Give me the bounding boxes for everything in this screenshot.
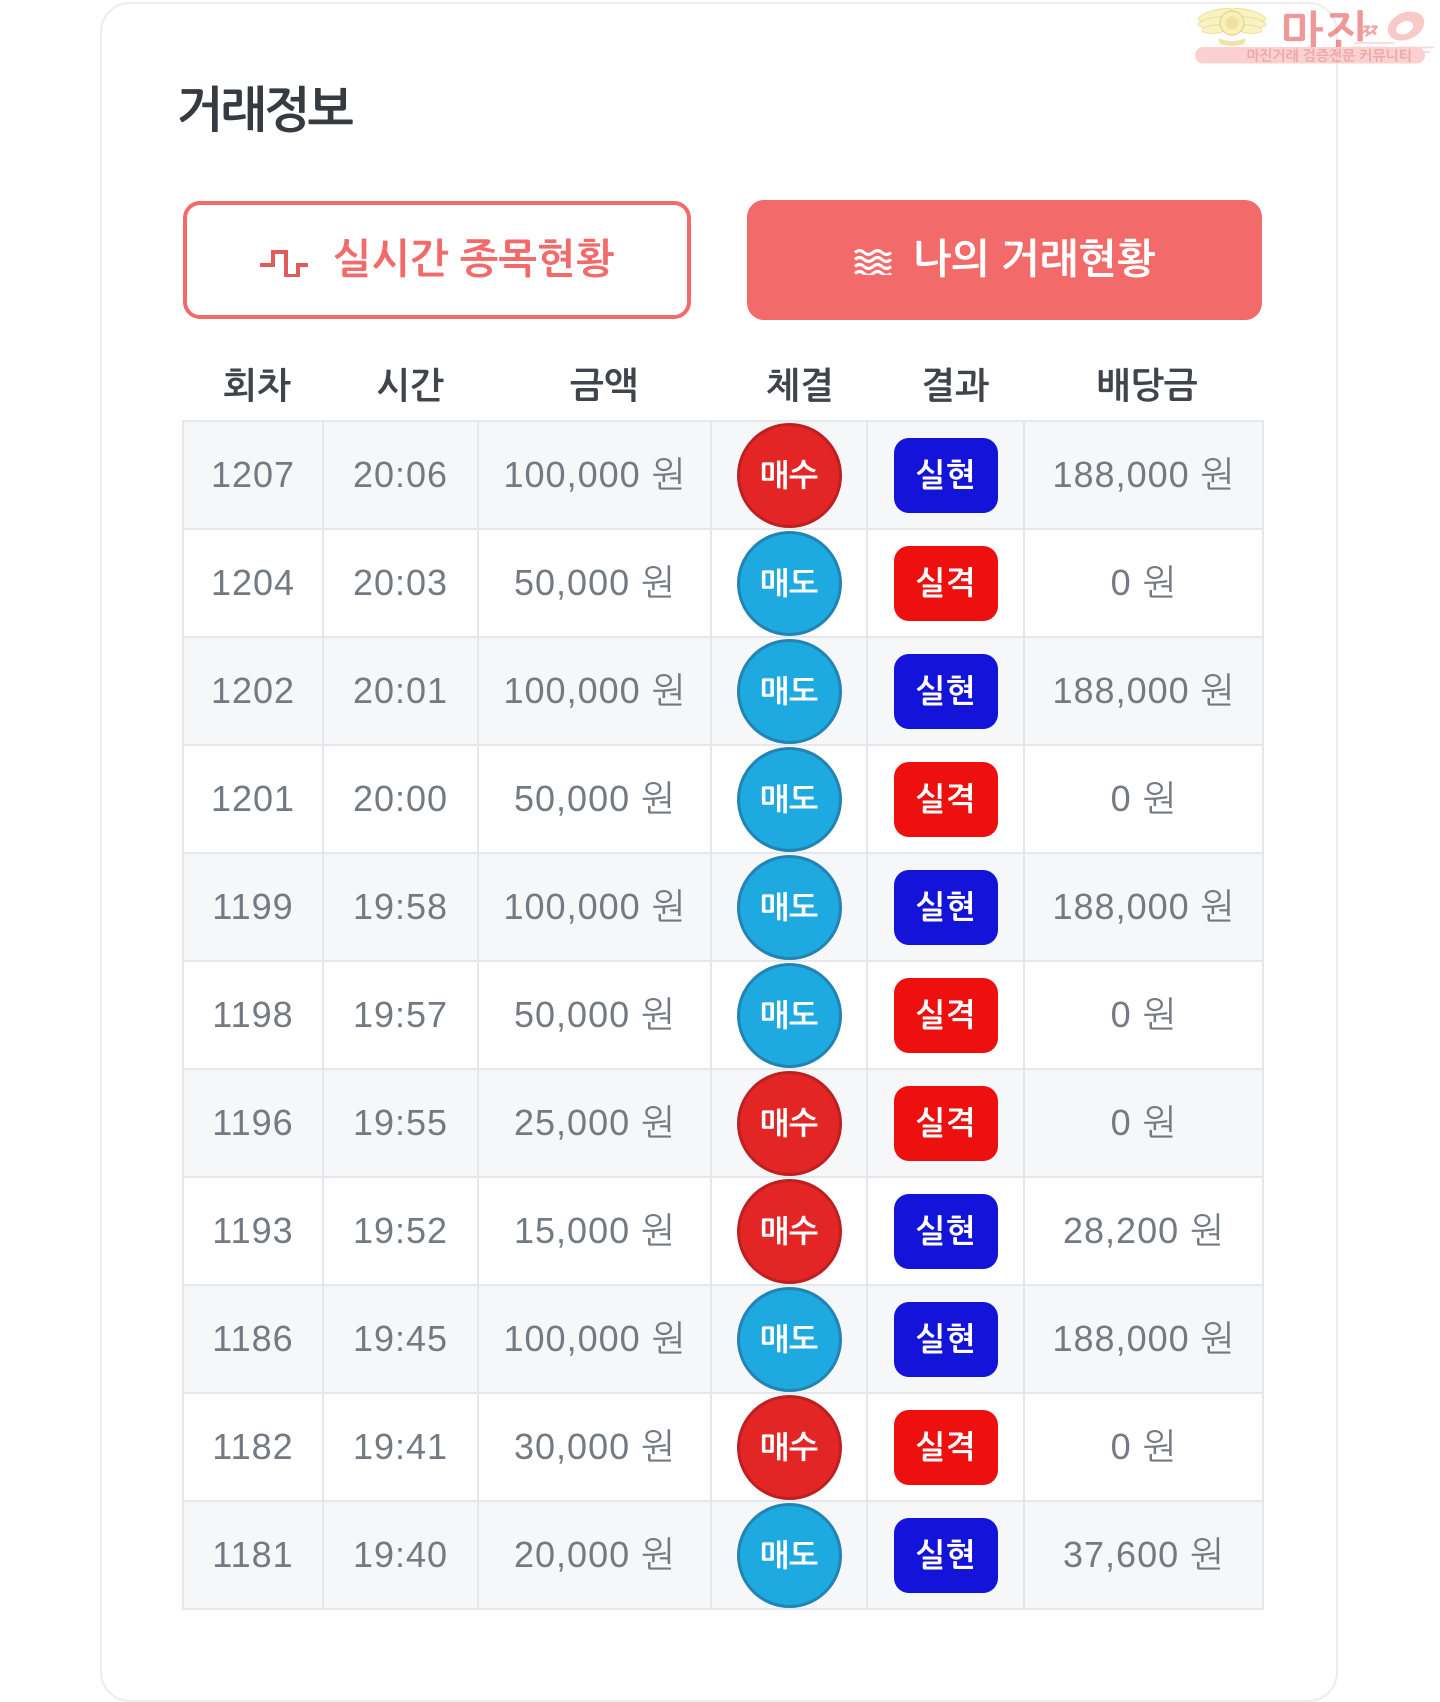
svg-text:마진거래 검증전문 커뮤니티: 마진거래 검증전문 커뮤니티: [1246, 49, 1412, 64]
